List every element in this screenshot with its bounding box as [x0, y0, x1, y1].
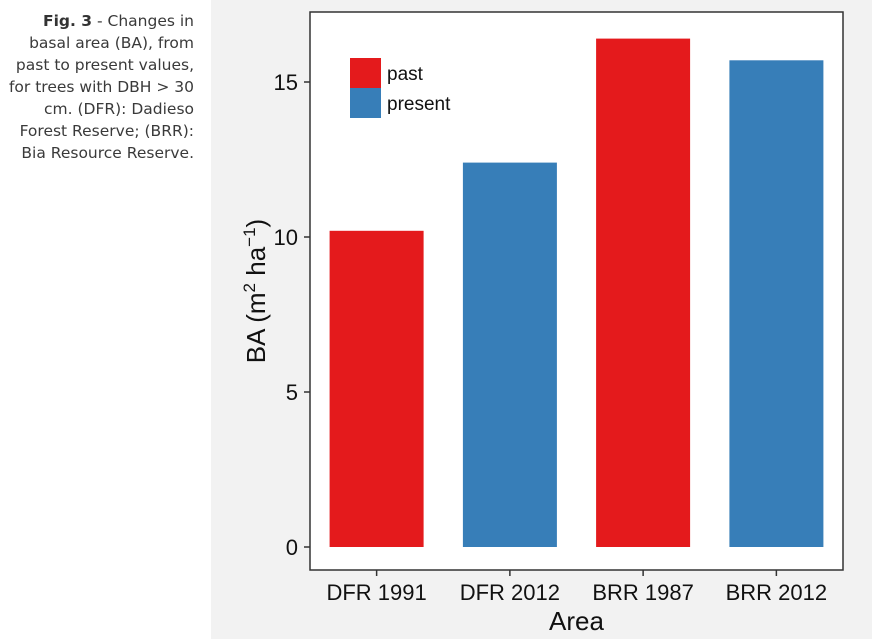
bar-brr-2012 [729, 60, 824, 548]
x-axis-title: Area [549, 606, 604, 636]
bar-dfr-1991 [329, 230, 424, 548]
y-tick-label: 5 [286, 380, 298, 405]
legend-label-present: present [387, 94, 451, 115]
y-tick-label: 15 [274, 70, 298, 95]
x-tick-label: BRR 2012 [726, 580, 828, 605]
bar-brr-1987 [596, 38, 691, 547]
bars-group [329, 38, 824, 548]
figure-caption-text: - Changes in basal area (BA), from past … [8, 12, 194, 162]
x-tick-label: DFR 2012 [460, 580, 560, 605]
legend-swatch-present [350, 88, 381, 118]
figure-panel: 0 5 10 15 DFR 1991 DFR 2012 BRR 1987 BRR 2012 … [211, 0, 872, 639]
figure-caption: Fig. 3 - Changes in basal area (BA), fro… [0, 10, 194, 164]
bar-dfr-2012 [462, 162, 557, 547]
x-tick-label: BRR 1987 [592, 580, 694, 605]
x-tick-label: DFR 1991 [326, 580, 426, 605]
x-axis: DFR 1991 DFR 2012 BRR 1987 BRR 2012 [326, 570, 827, 605]
figure-label: Fig. 3 [42, 12, 93, 30]
y-tick-label: 10 [274, 225, 298, 250]
legend-label-past: past [387, 64, 424, 85]
y-tick-label: 0 [286, 535, 298, 560]
y-axis-title: BA (m2 ha−1) [240, 219, 271, 363]
y-axis: 0 5 10 15 [274, 70, 310, 560]
legend: past present [350, 58, 451, 118]
legend-swatch-past [350, 58, 381, 88]
